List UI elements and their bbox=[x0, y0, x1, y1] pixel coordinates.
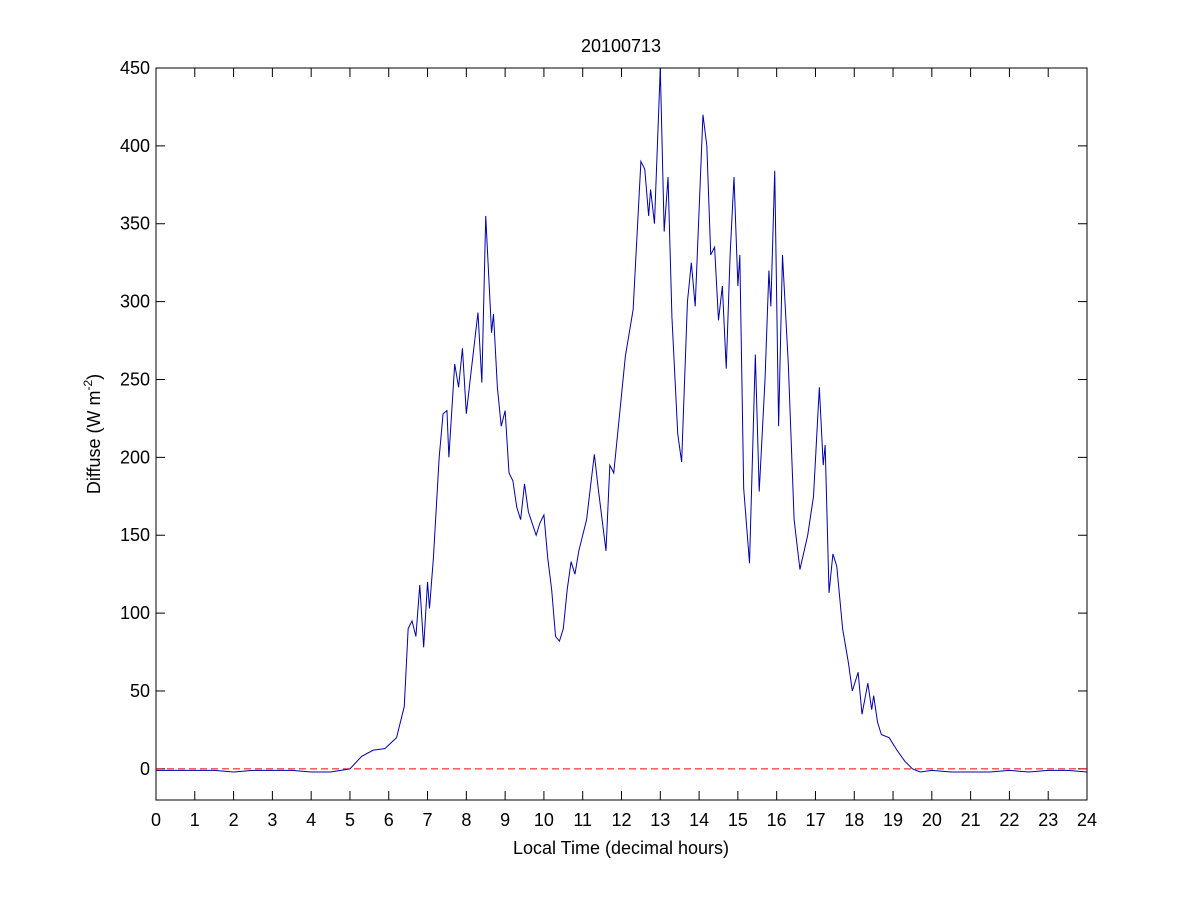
x-tick-label: 22 bbox=[999, 810, 1019, 830]
x-tick-label: 3 bbox=[267, 810, 277, 830]
y-axis-label: Diffuse (W m-2) bbox=[81, 374, 104, 494]
y-tick-label: 350 bbox=[120, 214, 150, 234]
chart-title: 20100713 bbox=[581, 36, 661, 56]
x-tick-label: 17 bbox=[805, 810, 825, 830]
data-line bbox=[156, 67, 1088, 773]
x-tick-label: 19 bbox=[883, 810, 903, 830]
y-tick-label: 400 bbox=[120, 136, 150, 156]
x-tick-label: 10 bbox=[534, 810, 554, 830]
x-tick-label: 18 bbox=[844, 810, 864, 830]
x-tick-label: 6 bbox=[384, 810, 394, 830]
y-tick-label: 150 bbox=[120, 525, 150, 545]
x-tick-label: 12 bbox=[611, 810, 631, 830]
y-tick-label: 200 bbox=[120, 447, 150, 467]
x-tick-label: 15 bbox=[728, 810, 748, 830]
x-tick-label: 23 bbox=[1038, 810, 1058, 830]
x-tick-label: 13 bbox=[650, 810, 670, 830]
x-tick-label: 9 bbox=[500, 810, 510, 830]
y-label-suffix: ) bbox=[84, 374, 104, 380]
x-tick-label: 2 bbox=[229, 810, 239, 830]
x-tick-label: 7 bbox=[423, 810, 433, 830]
plot-area bbox=[155, 67, 1088, 801]
y-label-superscript: -2 bbox=[81, 379, 95, 390]
x-tick-label: 20 bbox=[922, 810, 942, 830]
x-tick-label: 16 bbox=[767, 810, 787, 830]
x-tick-label: 14 bbox=[689, 810, 709, 830]
x-tick-label: 24 bbox=[1077, 810, 1097, 830]
x-tick-label: 1 bbox=[190, 810, 200, 830]
y-tick-label: 300 bbox=[120, 292, 150, 312]
x-axis-label: Local Time (decimal hours) bbox=[513, 838, 729, 858]
x-tick-label: 0 bbox=[151, 810, 161, 830]
y-label-text: Diffuse (W m bbox=[84, 390, 104, 494]
x-tick-label: 11 bbox=[573, 810, 592, 830]
y-tick-label: 100 bbox=[120, 603, 150, 623]
y-tick-label: 450 bbox=[120, 58, 150, 78]
y-tick-label: 50 bbox=[130, 681, 150, 701]
y-tick-label: 250 bbox=[120, 369, 150, 389]
x-tick-label: 5 bbox=[345, 810, 355, 830]
x-tick-label: 8 bbox=[461, 810, 471, 830]
y-tick-label: 0 bbox=[140, 759, 150, 779]
x-tick-label: 4 bbox=[306, 810, 316, 830]
x-tick-label: 21 bbox=[961, 810, 981, 830]
